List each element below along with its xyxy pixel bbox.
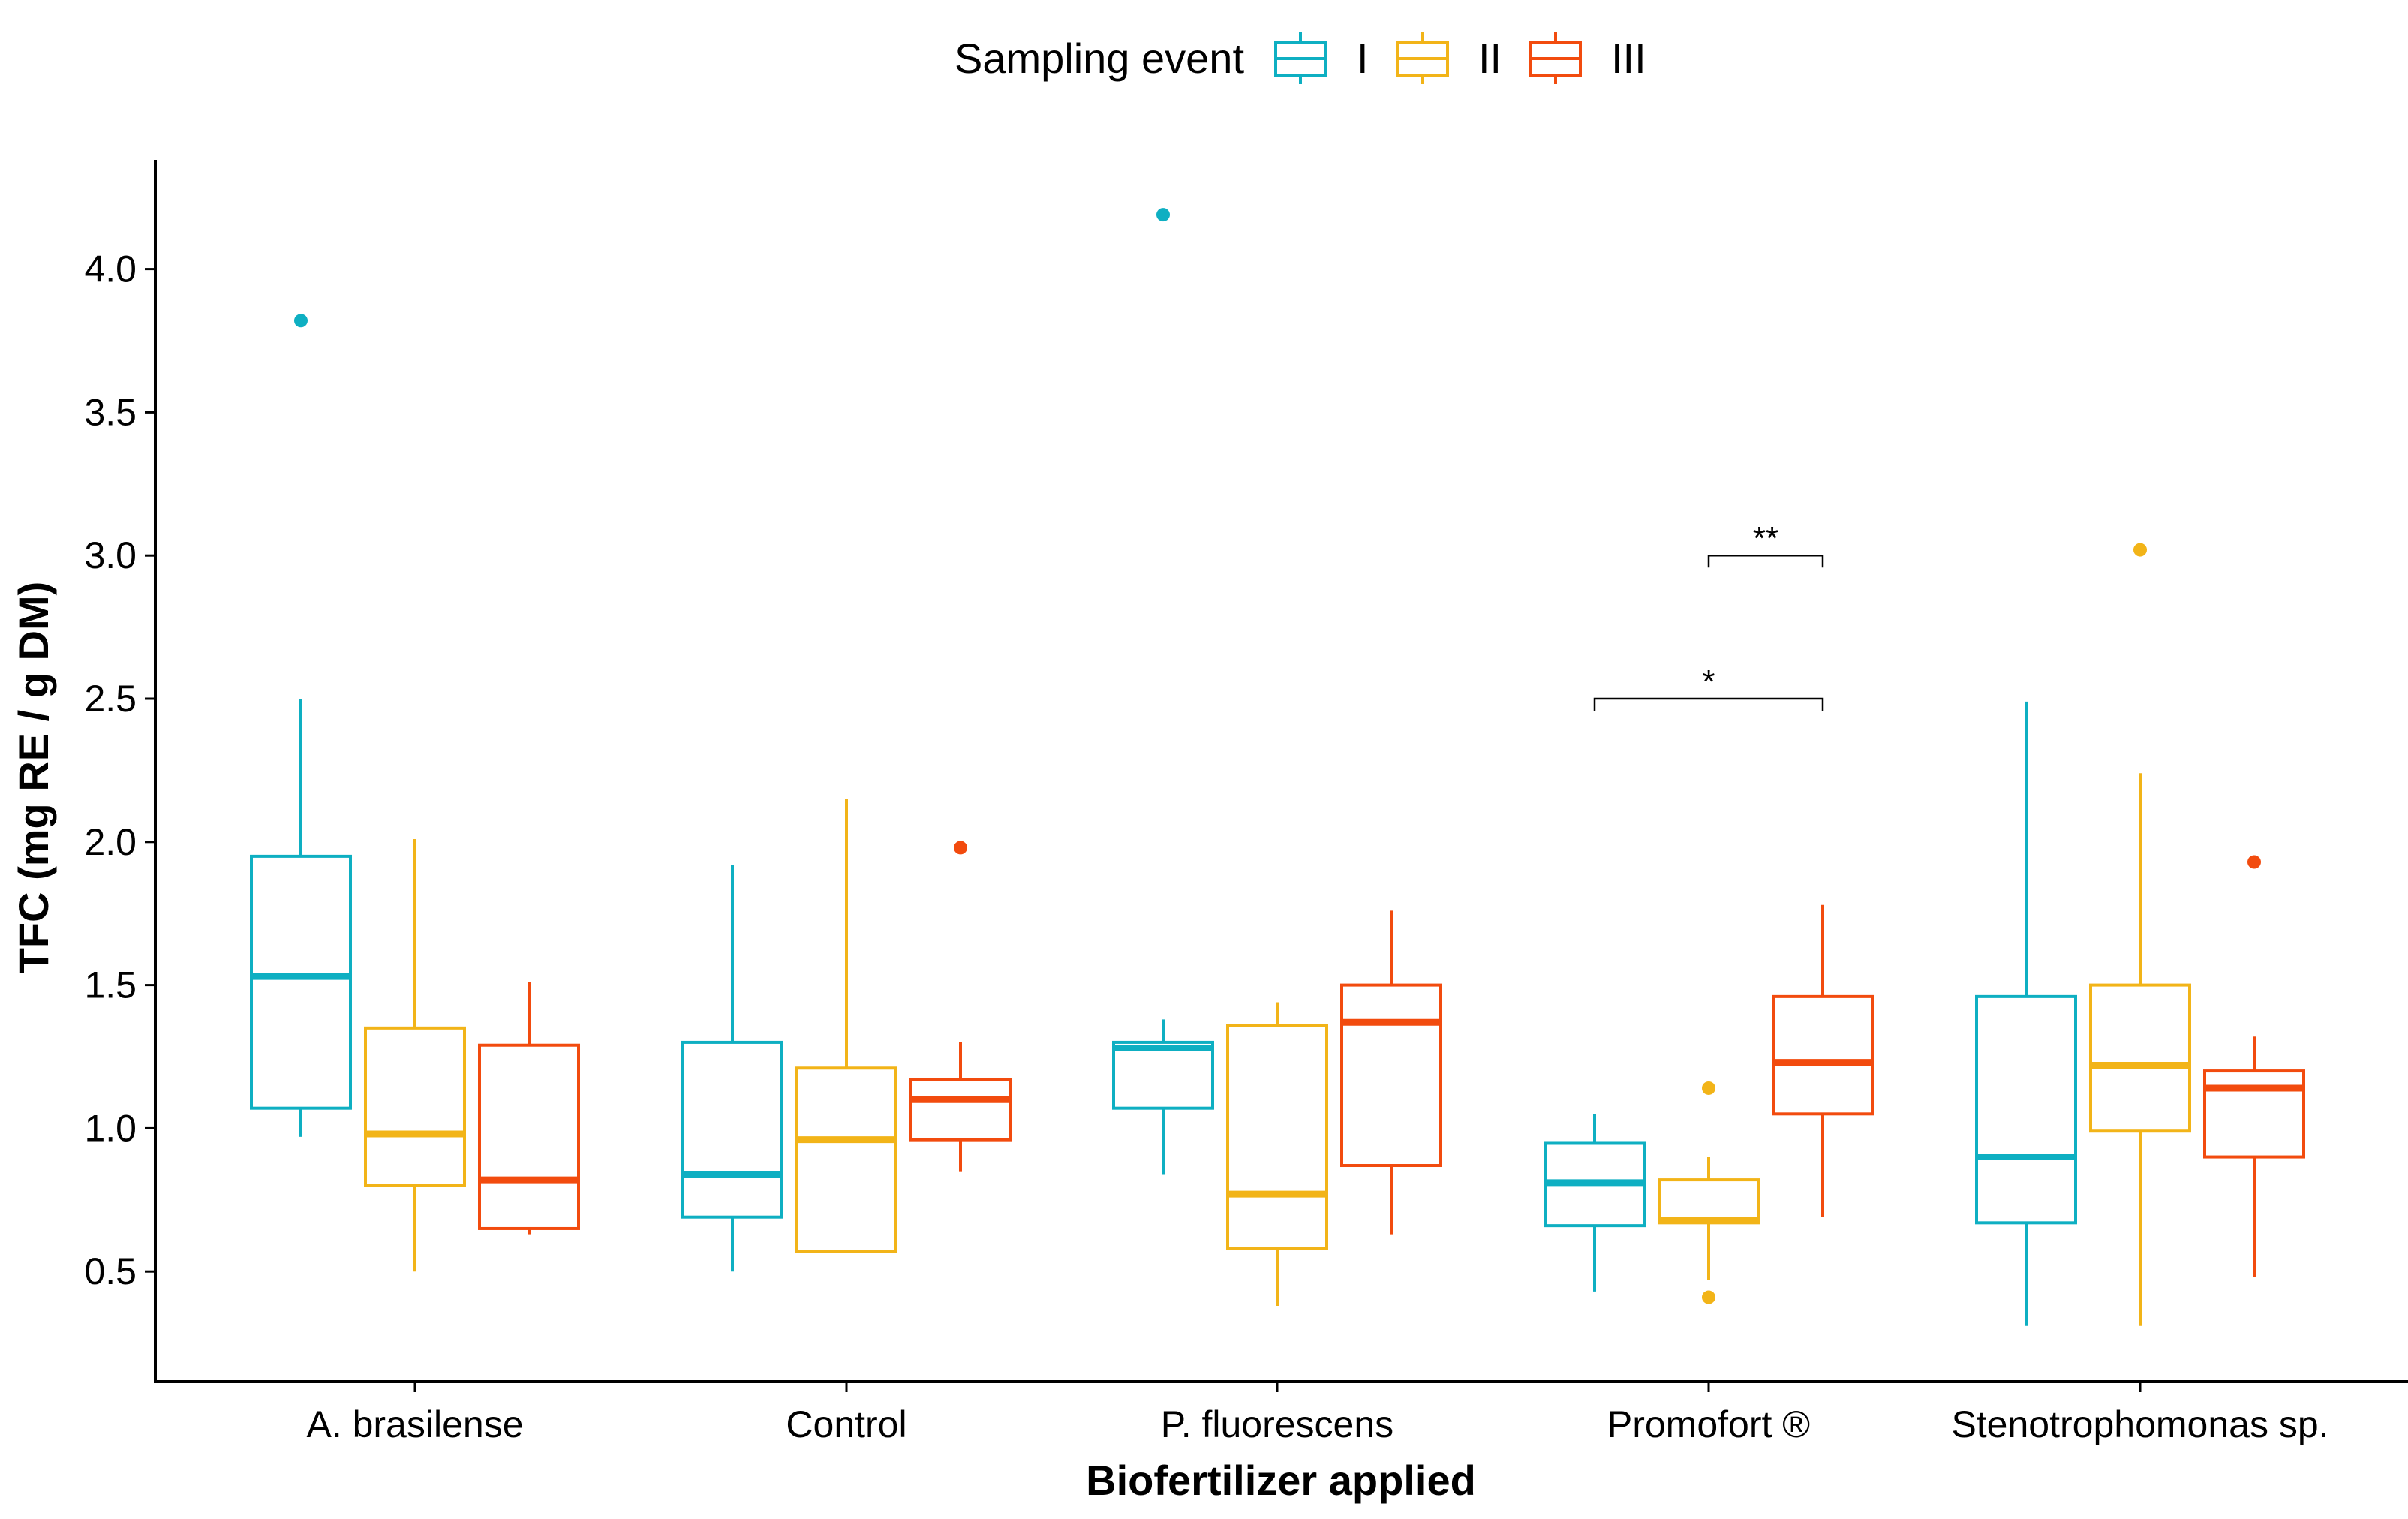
box-iqr [1772,994,1874,1116]
y-tick-label: 4.0 [84,248,137,290]
y-tick-label: 1.5 [84,964,137,1006]
box-iqr [1340,983,1442,1168]
significance-label: ** [1753,520,1778,557]
outlier-point [2247,855,2261,869]
y-tick-label: 2.5 [84,678,137,720]
box-iqr [795,1066,897,1253]
box-iqr [250,854,352,1110]
legend-label-iii: III [1611,35,1646,82]
y-tick-label: 0.5 [84,1250,137,1292]
y-tick-label: 1.0 [84,1107,137,1149]
box-ii-p-fluorescens [1226,1002,1328,1306]
x-axis-title: Biofertilizer applied [1086,1457,1476,1504]
bracket-line [1593,697,1824,711]
outlier-point [1702,1290,1715,1304]
x-axis-ticks: A. brasilense Control P. fluorescens Promof… [306,1382,2329,1445]
significance-bracket: * [1593,663,1824,711]
box-ii-a-brasilense [364,838,466,1272]
box-iii-a-brasilense [478,982,580,1235]
box-iii-control [909,841,1012,1172]
box-iqr [1226,1024,1328,1250]
legend-item-i: I [1274,32,1369,84]
box-iqr [2089,983,2191,1133]
box-i-stenotrophomonas-sp [1975,701,2077,1326]
box-ii-stenotrophomonas-sp [2089,543,2191,1326]
x-tick-label: Promofort ® [1607,1403,1810,1445]
box-ii-control [795,799,897,1253]
box-i-p-fluorescens [1112,208,1214,1175]
x-tick-label: A. brasilense [306,1403,523,1445]
box-i-a-brasilense [250,314,352,1137]
legend-item-iii: III [1529,32,1646,84]
legend-key-ii [1396,32,1449,84]
y-tick-label: 3.5 [84,391,137,433]
outlier-point [1156,208,1170,222]
x-tick-label: Stenotrophomonas sp. [1951,1403,2328,1445]
box-ii-promofort [1658,1081,1760,1304]
y-tick-label: 3.0 [84,534,137,576]
legend-key-iii [1529,32,1582,84]
box-iqr [1658,1178,1760,1225]
box-iqr [909,1078,1012,1142]
significance-label: * [1702,663,1715,700]
plot-area: *** [250,208,2305,1326]
box-iqr [1112,1040,1214,1110]
box-iqr [364,1026,466,1187]
legend-label-ii: II [1478,35,1502,82]
significance-bracket: ** [1707,520,1824,568]
x-tick-label: Control [786,1403,906,1445]
bracket-line [1707,554,1824,568]
y-axis-title: TFC (mg RE / g DM) [10,582,57,974]
outlier-point [2133,543,2147,557]
box-iii-stenotrophomonas-sp [2203,855,2305,1277]
outlier-point [294,314,308,328]
box-iii-promofort [1772,904,1874,1217]
outlier-point [1702,1081,1715,1095]
box-i-control [681,865,783,1272]
legend-title: Sampling event [954,35,1244,82]
y-axis-ticks: 0.5 1.0 1.5 2.0 2.5 3.0 3.5 4.0 [84,248,155,1292]
box-iii-p-fluorescens [1340,910,1442,1235]
box-iqr [681,1040,783,1219]
legend-item-ii: II [1396,32,1502,84]
x-tick-label: P. fluorescens [1161,1403,1393,1445]
box-iqr [478,1043,580,1230]
outlier-point [954,841,967,855]
legend: Sampling event I II III [954,32,1646,84]
y-tick-label: 2.0 [84,821,137,863]
legend-label-i: I [1357,35,1369,82]
legend-key-i [1274,32,1327,84]
box-i-promofort [1544,1114,1646,1292]
box-iqr [1975,994,2077,1225]
box-iqr [2203,1069,2305,1159]
